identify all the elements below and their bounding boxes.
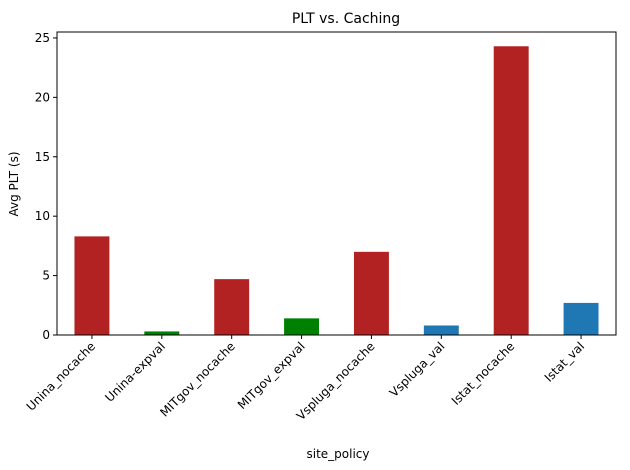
y-axis-ticks: 0 5 10 15 20 25: [35, 31, 57, 342]
bar-MITgov_nocache: [214, 279, 250, 335]
plot-frame: [56, 31, 617, 336]
x-axis-title: site_policy: [307, 447, 370, 461]
chart-title: PLT vs. Caching: [292, 11, 400, 27]
y-tick-label: 20: [35, 90, 50, 104]
bar-Unina_nocache: [74, 236, 110, 335]
y-tick-label: 15: [35, 150, 50, 164]
bar-Istat_val: [563, 302, 599, 335]
y-tick-label: 25: [35, 31, 50, 45]
y-tick-label: 5: [42, 269, 50, 283]
y-axis-title: Avg PLT (s): [7, 151, 21, 216]
bar-Istat_nocache: [493, 46, 529, 335]
y-tick-label: 0: [42, 328, 50, 342]
bar-Vspluga_val: [423, 325, 459, 335]
bar-Unina-expval: [144, 331, 180, 335]
bar-MITgov_expval: [284, 318, 320, 335]
y-tick-label: 10: [35, 209, 50, 223]
bar-Vspluga_nocache: [353, 251, 389, 335]
bars-group: [74, 46, 599, 335]
